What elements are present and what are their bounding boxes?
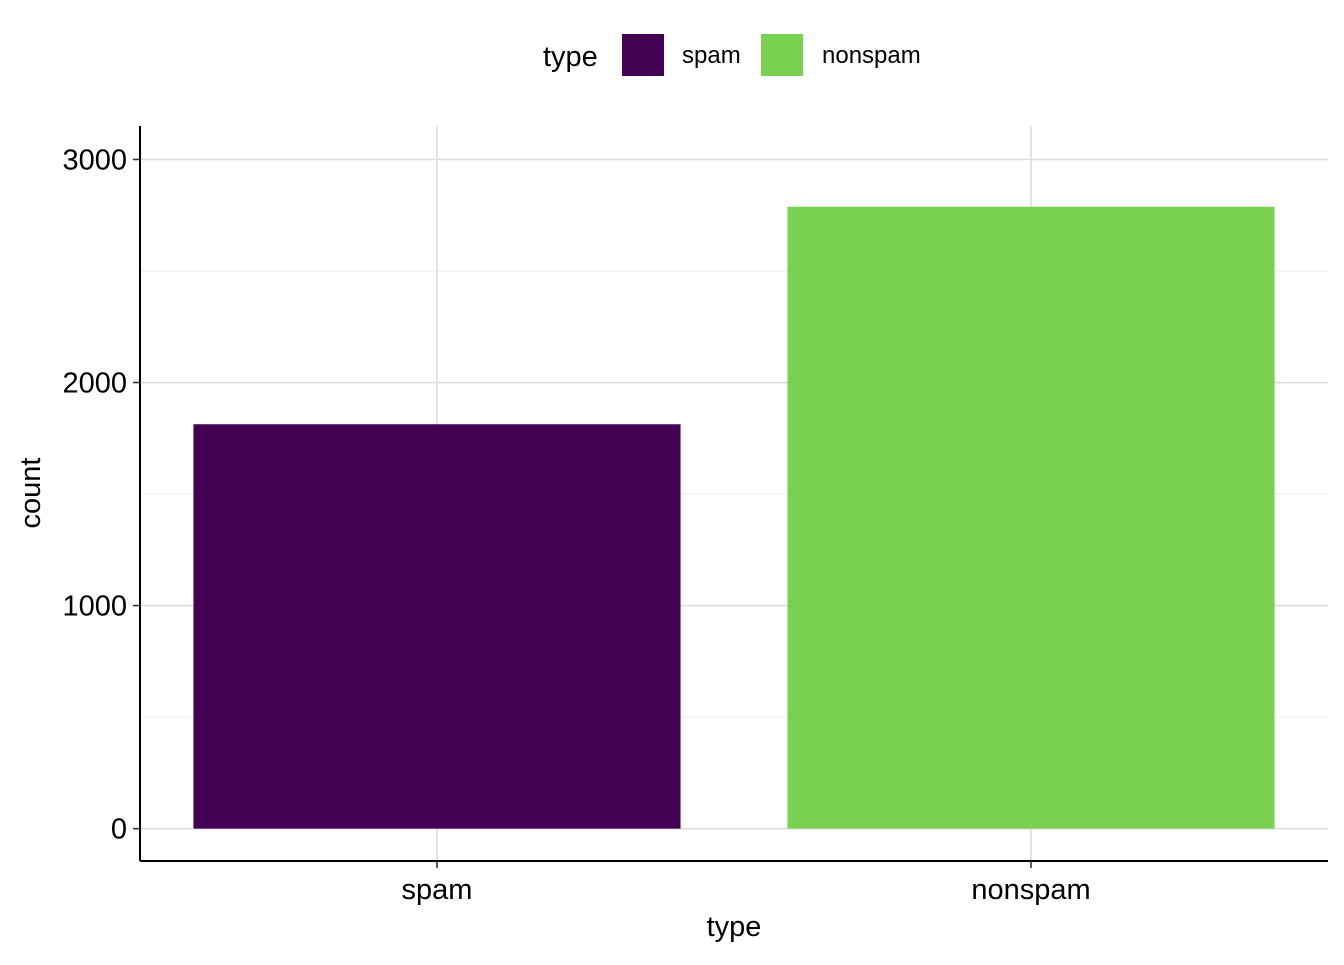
x-axis-ticks: spam nonspam [402, 861, 1091, 906]
y-tick-label: 3000 [62, 144, 127, 176]
legend-key-nonspam [761, 34, 803, 76]
bar-spam [193, 424, 681, 829]
bars [193, 206, 1275, 829]
legend-title: type [543, 41, 598, 73]
legend-label-nonspam: nonspam [822, 42, 921, 69]
y-axis-title: count [15, 458, 47, 529]
y-tick-label: 1000 [62, 591, 127, 623]
x-tick-label: nonspam [971, 874, 1090, 906]
y-tick-label: 0 [111, 814, 127, 846]
axes [139, 126, 1328, 862]
legend-label-spam: spam [682, 42, 741, 69]
legend-key-spam [622, 34, 664, 76]
x-axis-title: type [707, 911, 762, 943]
x-tick-label: spam [402, 874, 473, 906]
bar-nonspam [787, 206, 1275, 829]
y-tick-label: 2000 [62, 368, 127, 400]
legend: type spam nonspam [543, 34, 921, 76]
y-axis-ticks: 0 1000 2000 3000 [62, 144, 140, 846]
